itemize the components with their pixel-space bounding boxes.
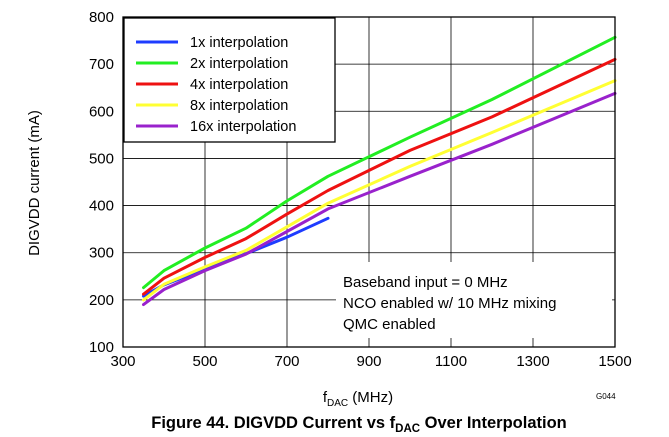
x-tick-label: 1500 — [598, 353, 631, 370]
y-tick-label: 300 — [89, 245, 114, 262]
x-tick-label: 500 — [192, 353, 217, 370]
y-tick-label: 500 — [89, 150, 114, 167]
annotation-background — [336, 262, 612, 338]
x-tick-label: 1300 — [516, 353, 549, 370]
legend-label: 1x interpolation — [190, 35, 288, 51]
legend-label: 4x interpolation — [190, 77, 288, 93]
series-line-5 — [142, 91, 617, 307]
series-line-2 — [142, 35, 617, 290]
x-axis-label: fDAC (MHz) — [323, 389, 393, 409]
legend: 1x interpolation 2x interpolation 4x inter… — [123, 17, 336, 143]
y-tick-label: 800 — [89, 9, 114, 26]
y-axis-label: DIGVDD current (mA) — [26, 110, 43, 256]
y-tick-label: 100 — [89, 339, 114, 356]
figure-caption: Figure 44. DIGVDD Current vs fDAC Over I… — [151, 414, 567, 435]
x-tick-label: 1100 — [435, 353, 467, 370]
x-axis-ticks: 300 500 700 900 1100 1300 1500 — [110, 353, 631, 370]
y-tick-label: 600 — [89, 103, 114, 120]
x-tick-label: 700 — [274, 353, 299, 370]
legend-label: 8x interpolation — [190, 98, 288, 114]
plot-lines — [142, 35, 617, 307]
annotation-block: Baseband input = 0 MHz NCO enabled w/ 10 … — [336, 262, 612, 338]
annotation-line: Baseband input = 0 MHz — [343, 274, 508, 291]
series-line-3 — [142, 57, 617, 296]
figure-id: G044 — [596, 392, 616, 401]
plot-area — [122, 16, 616, 348]
x-tick-label: 300 — [110, 353, 135, 370]
y-tick-label: 200 — [89, 292, 114, 309]
x-tick-label: 900 — [356, 353, 381, 370]
annotation-line: NCO enabled w/ 10 MHz mixing — [343, 295, 556, 312]
legend-label: 16x interpolation — [190, 119, 296, 135]
legend-label: 2x interpolation — [190, 56, 288, 72]
y-tick-label: 700 — [89, 56, 114, 73]
series-line-4 — [142, 79, 617, 302]
annotation-line: QMC enabled — [343, 316, 436, 333]
legend-box — [123, 17, 336, 143]
grid — [122, 16, 616, 348]
y-tick-label: 400 — [89, 198, 114, 215]
y-axis-ticks: 100 200 300 400 500 600 700 800 — [89, 9, 114, 356]
